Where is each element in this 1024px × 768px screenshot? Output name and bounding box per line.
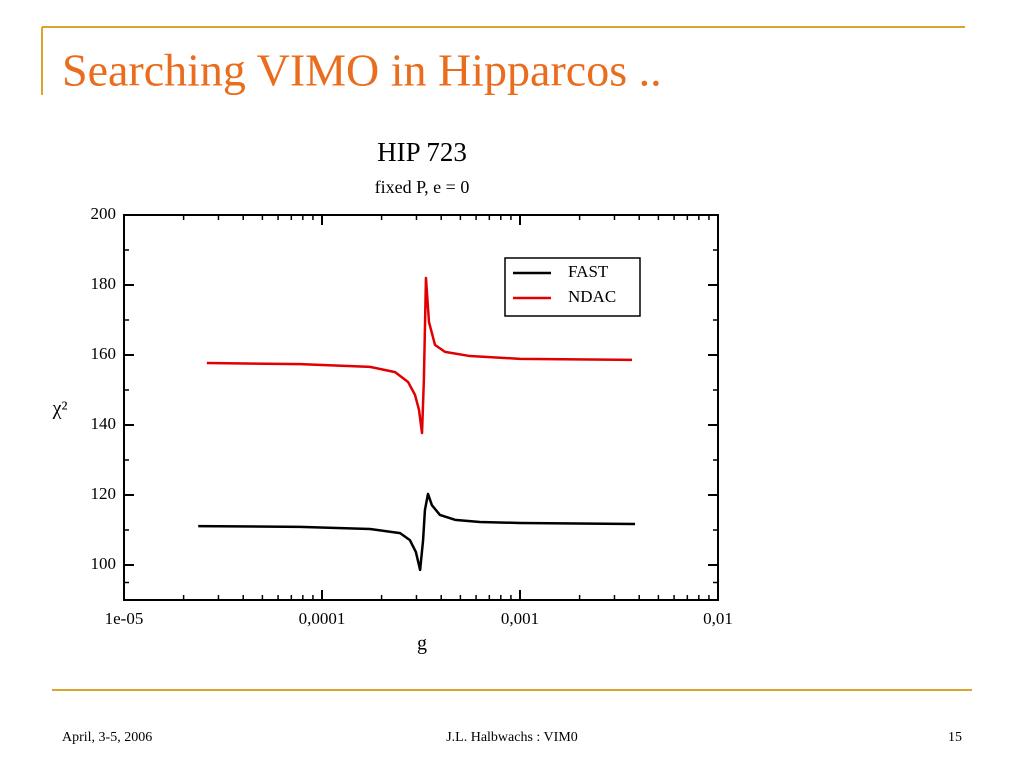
x-axis-label: g (417, 633, 427, 655)
footer-left: April, 3-5, 2006 (62, 730, 152, 745)
series-line (198, 492, 636, 572)
chart-subtitle: fixed P, e = 0 (375, 177, 470, 197)
y-axis-label: χ² (52, 398, 68, 420)
legend-label: NDAC (568, 287, 616, 306)
plot-frame (123, 214, 719, 601)
x-tick-label: 0,0001 (299, 609, 346, 628)
y-tick-label: 120 (91, 484, 117, 503)
legend-label: FAST (568, 262, 609, 281)
footer-center: J.L. Halbwachs : VIM0 (446, 730, 578, 745)
y-tick-label: 200 (91, 204, 117, 223)
page-number: 15 (948, 730, 962, 745)
plot: 1e-05 0,0001 0,001 0,01 100 120 140 160 180 200 FA… (91, 204, 733, 628)
slide-title: Searching VIMO in Hipparcos .. (62, 45, 662, 96)
chart-title: HIP 723 (377, 137, 467, 167)
y-tick-label: 160 (91, 344, 117, 363)
x-tick-label: 1e-05 (105, 609, 144, 628)
series-line (206, 276, 633, 435)
x-tick-label: 0,01 (703, 609, 733, 628)
legend-box (504, 257, 641, 317)
y-tick-label: 100 (91, 554, 117, 573)
x-tick-label: 0,001 (501, 609, 539, 628)
y-tick-label: 140 (91, 414, 117, 433)
y-tick-label: 180 (91, 274, 117, 293)
